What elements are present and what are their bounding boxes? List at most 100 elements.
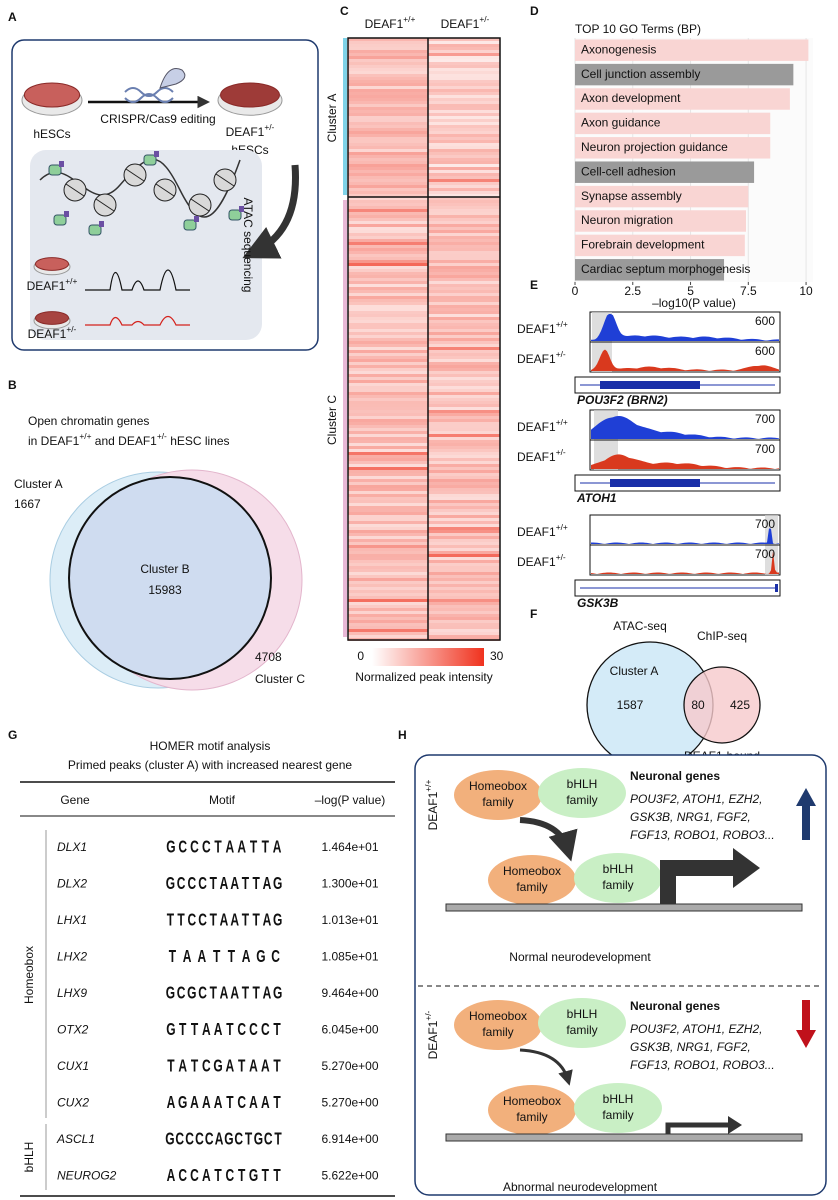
heatmap-row [348,77,428,80]
family-label: Homeobox [22,946,36,1004]
motif-letter: A [198,947,207,967]
superscript: +/+ [403,14,415,24]
motif-letter: T [210,983,218,1003]
assay-label: ATAC sequencing [241,198,255,293]
motif-letter: C [205,1129,214,1149]
gene-exon [600,381,700,389]
motif-letter: T [253,983,261,1003]
category-label: Axon development [581,91,681,105]
cluster-a-bar [343,38,347,195]
p-value: 6.045e+00 [321,1023,378,1037]
heatmap-row [348,530,428,533]
motif-letter: G [273,874,282,894]
gene-name: DEAF1 [517,555,556,569]
heatmap-row [348,185,428,188]
motif-letter: T [273,1166,281,1186]
heatmap-row [348,65,428,68]
heatmap-row [348,560,428,563]
binding-arrow [519,1048,573,1086]
heatmap-row [428,599,500,602]
heatmap-row [348,233,428,236]
heatmap-row [428,221,500,224]
heatmap-row [348,206,428,209]
heatmap-row [428,569,500,572]
heatmap-row [348,260,428,263]
heatmap-row [348,500,428,503]
motif-letter: A [242,947,251,967]
heatmap-row [348,110,428,113]
bar [575,259,725,281]
heatmap-row [428,92,500,95]
title-part: hESC lines [167,434,230,448]
heatmap-row [348,164,428,167]
heatmap-row [348,230,428,233]
heatmap-row [428,149,500,152]
heatmap-row [348,38,428,41]
heatmap-row [348,620,428,623]
cluster-c-bar [343,200,347,637]
tf-oval [574,1083,662,1133]
heatmap-row [428,584,500,587]
heatmap-row [348,554,428,557]
heatmap-row [348,542,428,545]
motif-letter: A [167,1093,176,1113]
heatmap-row [428,236,500,239]
heatmap-row [428,494,500,497]
motif-letter: T [179,1020,187,1040]
heatmap-row [428,227,500,230]
heatmap-row [428,71,500,74]
heatmap-row [428,191,500,194]
heatmap-row [348,203,428,206]
heatmap-row [348,314,428,317]
heatmap-row [428,398,500,401]
heatmap-row [348,425,428,428]
category-label: Synapse assembly [581,189,682,203]
motif-letter: C [177,983,186,1003]
bar [575,112,771,135]
motif-letter: T [191,1056,199,1076]
adapter [194,216,199,222]
heatmap-row [348,89,428,92]
track-label: DEAF1+/- [517,447,566,464]
bar [575,137,771,159]
heatmap-row [348,284,428,287]
tf-label: family [516,1110,547,1124]
heatmap-row [348,212,428,215]
heatmap-row [348,104,428,107]
motif-letter: C [249,1020,258,1040]
motif-letter: A [202,1093,211,1113]
heatmap-row [348,371,428,374]
heatmap-row [348,215,428,218]
heatmap-row [428,320,500,323]
heatmap-row [348,467,428,470]
heatmap-row [348,416,428,419]
heatmap-row [348,242,428,245]
heatmap-row [428,197,500,200]
heatmap-row [428,368,500,371]
heatmap-row [428,101,500,104]
gene-name: DEAF1 [365,17,404,31]
motif-letter: T [210,910,218,930]
heatmap-row [348,287,428,290]
category-label: Cell junction assembly [581,67,700,81]
dish-medium [220,82,280,108]
motif-letter: T [210,874,218,894]
heatmap-row [348,590,428,593]
heatmap-row [348,632,428,635]
motif-letter: G [273,983,282,1003]
tf-oval [538,768,626,818]
heatmap-row [428,215,500,218]
heatmap-row [348,617,428,620]
heatmap-row [428,122,500,125]
heatmap-row [348,302,428,305]
heatmap-row [348,563,428,566]
heatmap-row [348,539,428,542]
chart-title: TOP 10 GO Terms (BP) [575,22,701,36]
motif-letter: T [273,1020,281,1040]
heatmap-row [348,128,428,131]
colorbar-label: Normalized peak intensity [355,670,492,684]
motif-letter: T [177,910,185,930]
tf-label: family [602,878,633,892]
x-axis-title: –log10(P value) [652,296,736,310]
venn-count: 15983 [148,583,182,597]
